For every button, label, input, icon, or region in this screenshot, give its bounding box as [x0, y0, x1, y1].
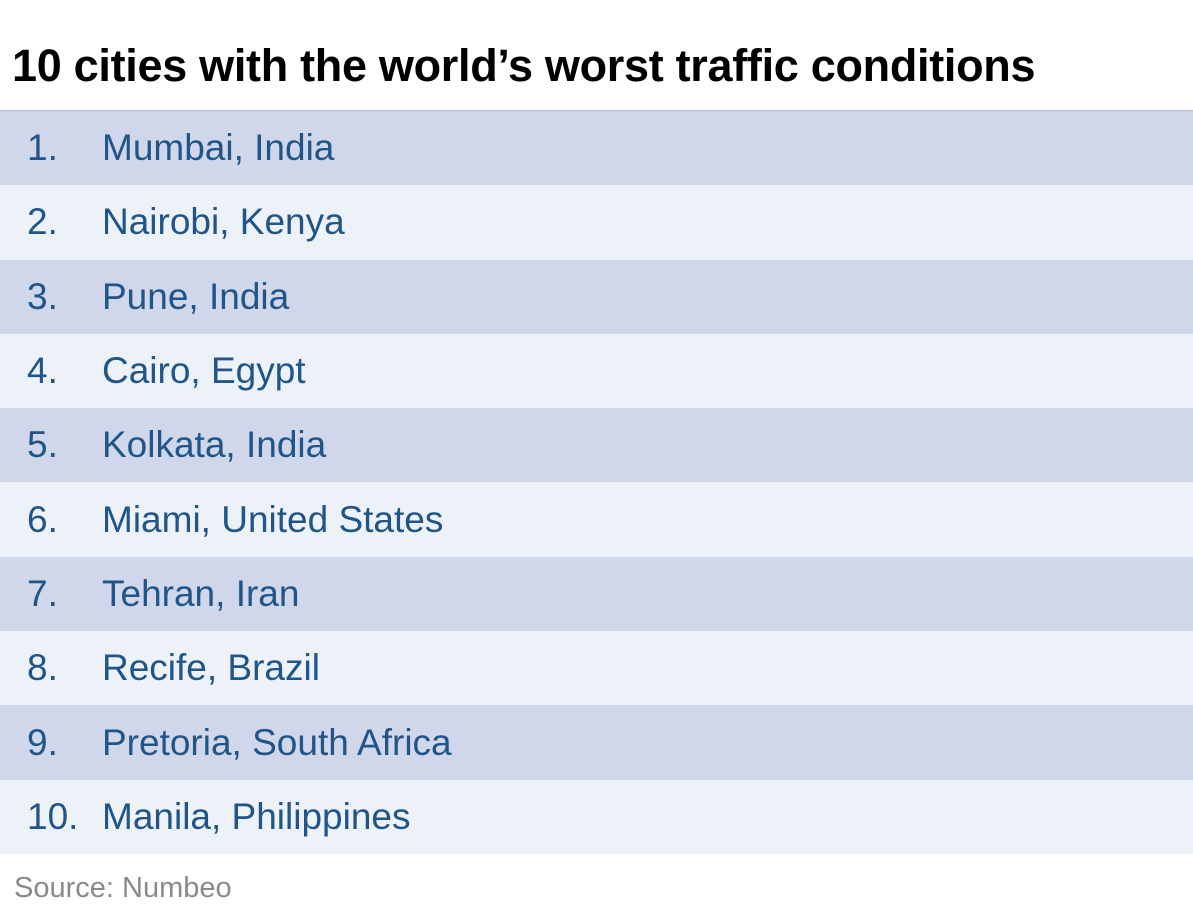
- rank-number: 1.: [27, 127, 58, 169]
- city-name: Nairobi, Kenya: [102, 201, 345, 243]
- footer: [0, 854, 1193, 920]
- rank-number: 5.: [27, 424, 58, 466]
- page-title: 10 cities with the world’s worst traffic…: [12, 40, 1036, 91]
- list-item: 7. Tehran, Iran: [0, 556, 1193, 632]
- rank-number: 4.: [27, 350, 58, 392]
- list-item: 1. Mumbai, India: [0, 111, 1193, 186]
- rank-number: 9.: [27, 721, 58, 763]
- list-item: 4. Cairo, Egypt: [0, 333, 1193, 409]
- list-item: 3. Pune, India: [0, 259, 1193, 334]
- list-item: 10. Manila, Philippines: [0, 779, 1193, 854]
- source-credit: Source: Numbeo: [14, 872, 232, 904]
- title-divider: [0, 110, 1193, 111]
- city-name: Pretoria, South Africa: [102, 721, 452, 763]
- city-name: Tehran, Iran: [102, 572, 300, 614]
- list-item: 2. Nairobi, Kenya: [0, 185, 1193, 260]
- city-name: Pune, India: [102, 275, 290, 317]
- list-item: 5. Kolkata, India: [0, 408, 1193, 483]
- rank-number: 6.: [27, 498, 58, 540]
- city-name: Manila, Philippines: [102, 795, 411, 837]
- city-name: Mumbai, India: [102, 127, 335, 169]
- city-name: Kolkata, India: [102, 424, 327, 466]
- rank-number: 8.: [27, 647, 58, 689]
- city-name: Cairo, Egypt: [102, 350, 306, 392]
- list-item: 9. Pretoria, South Africa: [0, 705, 1193, 780]
- list-item: 6. Miami, United States: [0, 482, 1193, 557]
- rank-number: 2.: [27, 201, 58, 243]
- list-item: 8. Recife, Brazil: [0, 631, 1193, 706]
- city-name: Miami, United States: [102, 498, 444, 540]
- city-name: Recife, Brazil: [102, 647, 320, 689]
- rank-number: 3.: [27, 275, 58, 317]
- rank-number: 7.: [27, 572, 58, 614]
- ranking-list: 1. Mumbai, India 2. Nairobi, Kenya 3. Pu…: [0, 111, 1193, 854]
- rank-number: 10.: [27, 795, 79, 837]
